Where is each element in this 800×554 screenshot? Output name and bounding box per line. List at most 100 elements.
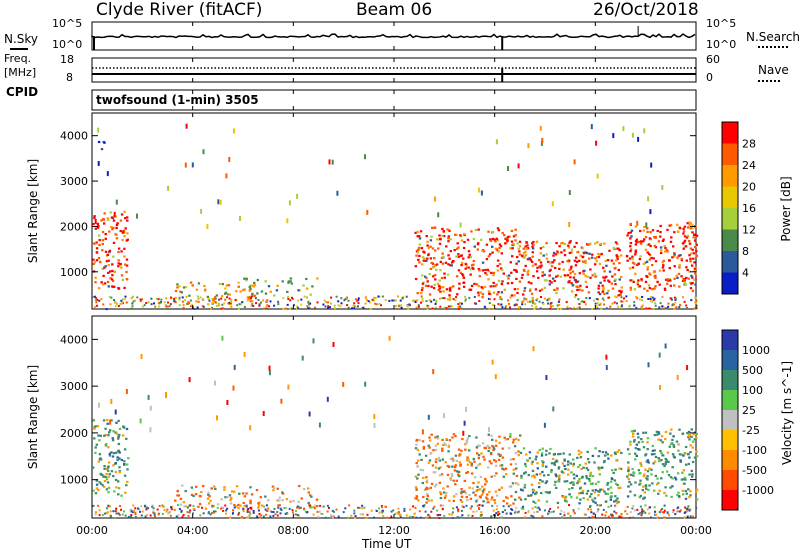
power-cell	[203, 289, 207, 292]
velocity-cell	[477, 481, 480, 484]
velocity-cell	[216, 415, 218, 421]
power-cell	[670, 298, 673, 301]
velocity-cell	[668, 445, 671, 448]
power-cell	[585, 285, 588, 288]
power-cell	[695, 254, 699, 257]
velocity-cell	[243, 352, 246, 357]
power-cell	[615, 259, 618, 262]
power-cell	[218, 282, 222, 285]
velocity-cell	[592, 516, 595, 519]
velocity-cell	[321, 513, 324, 515]
velocity-cell	[115, 512, 118, 515]
power-cell	[206, 224, 209, 229]
nave-label-dots	[758, 80, 780, 82]
velocity-cell	[448, 439, 452, 442]
velocity-cell	[424, 510, 427, 513]
velocity-cell	[95, 487, 99, 490]
power-cell	[289, 299, 292, 302]
velocity-cell	[688, 473, 691, 476]
power-cell	[489, 298, 491, 301]
power-cell	[578, 259, 581, 262]
power-cell	[653, 275, 656, 278]
power-cell	[307, 301, 310, 304]
power-cell	[499, 245, 503, 248]
velocity-cell	[662, 454, 665, 457]
velocity-cell	[559, 452, 562, 456]
velocity-cell	[677, 491, 680, 494]
power-cell	[414, 265, 417, 268]
power-cell	[421, 263, 424, 266]
velocity-cell	[326, 510, 329, 513]
velocity-cell	[470, 462, 473, 465]
power-cell	[596, 302, 599, 305]
velocity-cell	[452, 433, 456, 436]
velocity-cell	[479, 475, 483, 479]
power-cell	[452, 298, 455, 301]
velocity-cell	[677, 449, 680, 452]
power-cell	[545, 242, 548, 245]
velocity-cell	[256, 515, 259, 518]
velocity-cell	[258, 504, 260, 507]
power-cell	[651, 296, 654, 299]
power-cell	[108, 270, 112, 273]
power-cell	[154, 306, 157, 308]
power-cell	[127, 308, 129, 311]
power-cell	[228, 157, 231, 162]
power-cell	[615, 254, 618, 257]
velocity-cell	[680, 478, 684, 481]
velocity-cell	[446, 464, 449, 468]
velocity-cell	[454, 464, 457, 467]
velocity-cell	[667, 460, 670, 463]
power-cell	[302, 284, 305, 287]
power-cell	[534, 263, 537, 266]
velocity-cell	[476, 485, 479, 488]
power-cell	[431, 307, 434, 310]
velocity-cell	[507, 505, 510, 508]
power-cell	[420, 301, 422, 304]
power-cell	[468, 288, 471, 291]
velocity-cell	[614, 452, 617, 456]
velocity-cell	[386, 516, 389, 519]
power-cell	[260, 301, 262, 304]
velocity-cell	[460, 495, 464, 498]
velocity-cell	[93, 426, 96, 429]
velocity-cell	[115, 432, 118, 435]
power-cell	[157, 298, 160, 301]
velocity-cell	[457, 510, 460, 513]
power-cell	[649, 299, 652, 302]
power-cell	[101, 230, 105, 234]
velocity-cell	[511, 482, 515, 485]
velocity-cell	[245, 516, 248, 519]
power-cell	[457, 303, 460, 306]
velocity-cell	[228, 494, 232, 497]
power-cell	[473, 245, 476, 248]
power-cell	[330, 296, 333, 299]
velocity-cell	[548, 491, 551, 494]
velocity-cell	[242, 501, 245, 505]
power-cell	[494, 247, 497, 250]
velocity-cell	[661, 441, 664, 444]
velocity-cell	[107, 491, 110, 494]
power-cell	[579, 254, 582, 257]
power-cell	[575, 241, 578, 245]
velocity-cell	[482, 500, 485, 503]
velocity-cell	[589, 471, 592, 474]
power-cell	[495, 237, 499, 240]
velocity-cell	[117, 419, 120, 422]
power-cell	[596, 307, 599, 310]
velocity-cell	[157, 513, 160, 516]
velocity-cell	[498, 441, 501, 444]
power-cell	[112, 255, 115, 258]
velocity-cell	[687, 505, 690, 508]
velocity-cell	[633, 429, 636, 432]
power-cell	[422, 256, 425, 259]
velocity-cell	[538, 486, 541, 489]
power-cell	[337, 300, 340, 303]
power-cell	[542, 245, 545, 249]
velocity-cell	[495, 472, 498, 475]
velocity-cell	[601, 451, 604, 454]
power-cell	[445, 288, 449, 291]
velocity-cell	[676, 374, 679, 380]
power-cell	[515, 262, 518, 265]
velocity-cell	[232, 509, 235, 512]
